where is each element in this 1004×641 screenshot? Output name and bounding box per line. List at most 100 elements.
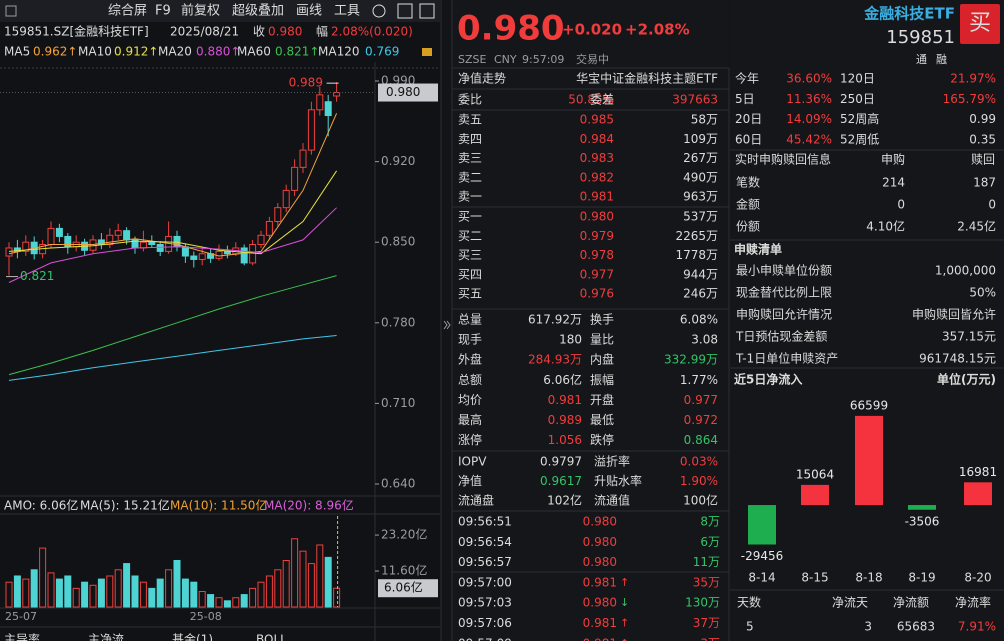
volume-bar: [55, 578, 63, 608]
x-tick-label: 8-20: [964, 571, 991, 585]
trade-volume: 11万: [693, 555, 720, 569]
toolbar-tab[interactable]: 前复权: [181, 3, 220, 19]
stat-label: 均价: [458, 393, 482, 407]
book-volume: 267万: [683, 151, 718, 165]
volume-bar: [64, 575, 72, 608]
book-level: 买四: [458, 267, 482, 281]
stat-label: 涨停: [458, 432, 482, 447]
volume-bar: [22, 578, 30, 608]
candle-body: [324, 101, 332, 117]
ma-value: 0.962↑: [33, 45, 77, 59]
volume-bar: [173, 559, 181, 608]
book-volume: 490万: [683, 170, 718, 184]
fund-code: 159851: [886, 27, 955, 48]
column-header: 净流额: [893, 596, 929, 610]
book-volume: 963万: [683, 190, 718, 204]
trade-volume: 37万: [693, 616, 720, 630]
indicator-tab[interactable]: BOLL: [256, 633, 287, 641]
stat-label: 升贴水率: [594, 473, 642, 488]
indicator-tab[interactable]: 主导率: [4, 632, 40, 641]
price-change-pct: +2.08%: [625, 21, 690, 39]
row-label: T-1日单位申赎资产: [735, 351, 838, 366]
menu-icon: [5, 5, 17, 17]
stat-value: 0.35: [969, 132, 996, 146]
stat-value: 21.97%: [950, 72, 996, 86]
volume-bar: [198, 590, 206, 608]
stat-value: 102亿: [547, 493, 582, 508]
ma-line: [8, 113, 338, 257]
stat-label: 溢折率: [594, 454, 630, 469]
y-tick-label: 11.60亿: [381, 563, 427, 578]
trade-time: 09:57:06: [458, 616, 512, 630]
bar: [748, 505, 776, 545]
volume-bar: [190, 581, 198, 608]
book-level: 买五: [458, 287, 482, 301]
stat-label: 流通值: [594, 493, 630, 508]
trade-price: 0.980: [583, 596, 617, 610]
indicator-tab[interactable]: 主净流: [88, 633, 124, 641]
last-price: 0.980: [457, 9, 565, 49]
ma-line: [8, 275, 337, 376]
toolbar-tab[interactable]: F9: [155, 4, 171, 19]
volume-bar: [257, 581, 265, 608]
stat-value: 180: [559, 333, 582, 347]
buy-button-text[interactable]: 买: [969, 11, 991, 36]
buy-button: [960, 4, 1000, 44]
toolbar-tab[interactable]: 工具: [334, 4, 360, 19]
stat-value: 284.93万: [528, 353, 582, 367]
market-status: CNY: [494, 53, 517, 66]
tab[interactable]: 净值走势: [458, 71, 506, 86]
row-label: 金额: [736, 197, 760, 212]
window-icon: [397, 3, 413, 19]
candle-body: [114, 230, 122, 236]
toolbar-tab[interactable]: 超级叠加: [232, 4, 284, 19]
stat-label: 今年: [735, 71, 759, 86]
indicator-tab[interactable]: 基金(1): [172, 632, 213, 641]
trade-flag: 通: [916, 53, 927, 66]
stat-label: 内盘: [590, 352, 614, 367]
ma-line: [8, 207, 337, 283]
book-volume: 2265万: [675, 229, 718, 243]
volume-bar: [139, 581, 147, 608]
candle-body: [190, 255, 198, 260]
stat-value: 100亿: [683, 493, 718, 508]
book-price: 0.976: [580, 287, 614, 301]
book-price: 0.977: [580, 267, 614, 281]
candle-body: [139, 241, 147, 249]
expand-icon[interactable]: [446, 320, 451, 330]
trade-volume: 8万: [700, 515, 720, 529]
stat-label: 最低: [590, 413, 614, 427]
toolbar-tab[interactable]: 画线: [296, 4, 322, 19]
volume-bar: [333, 587, 341, 608]
settings-icon[interactable]: [372, 4, 386, 18]
volume-bar: [265, 575, 273, 608]
toolbar-tab[interactable]: 综合屏: [108, 4, 147, 19]
candle-body: [55, 227, 63, 237]
bar: [908, 505, 936, 510]
row-value: 2.45亿: [957, 219, 996, 234]
row-value: 1,000,000: [935, 264, 996, 278]
ma-name: MA120: [318, 45, 359, 59]
trade-volume: 35万: [693, 575, 720, 589]
trade-direction: ↓: [620, 596, 629, 609]
trade-price: 0.980: [583, 515, 617, 529]
x-tick-label: 8-18: [855, 571, 882, 585]
stat-label: 250日: [840, 92, 875, 106]
stat-label: 52周高: [840, 111, 879, 126]
market-status: 交易中: [576, 52, 609, 66]
y-tick-label: 23.20亿: [381, 527, 427, 542]
trade-time: 09:57:00: [458, 575, 512, 589]
last-price-tag: [378, 83, 438, 102]
trade-time: 09:57:03: [458, 596, 512, 610]
x-tick-label: 8-19: [908, 571, 935, 585]
volume-bar: [148, 587, 156, 608]
candle-body: [274, 207, 282, 222]
expand-icon[interactable]: [443, 320, 448, 330]
trade-volume: 3万: [700, 636, 720, 641]
stat-label: 120日: [840, 72, 875, 86]
y-tick-label: 0.780: [381, 315, 415, 329]
stat-value: 0.864: [684, 433, 718, 447]
bar: [801, 484, 829, 506]
volume-bar: [207, 594, 215, 608]
